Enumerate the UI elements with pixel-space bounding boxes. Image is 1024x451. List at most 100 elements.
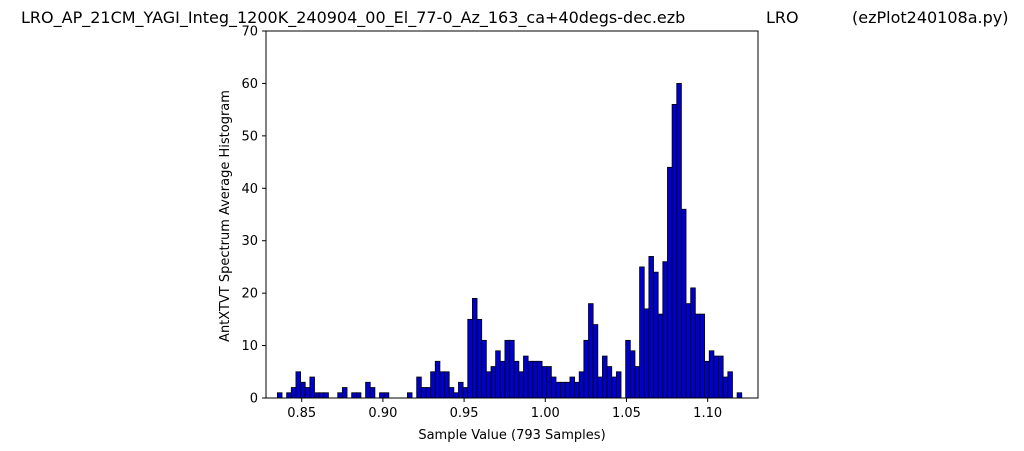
histogram-bar: [430, 371, 436, 399]
y-tick-label: 30: [241, 234, 258, 249]
histogram-bar: [467, 318, 473, 399]
histogram-bar: [662, 261, 668, 399]
histogram-bar: [657, 313, 664, 399]
histogram-bar: [602, 355, 608, 399]
histogram-bar: [588, 303, 594, 399]
x-tick-label: 0.95: [450, 406, 479, 421]
histogram-bar: [555, 381, 562, 399]
histogram-bar: [648, 256, 654, 399]
histogram-bar: [290, 387, 297, 399]
histogram-bar: [523, 355, 529, 399]
histogram-bar: [439, 371, 445, 399]
histogram-bar: [560, 381, 566, 399]
histogram-bar: [509, 339, 515, 399]
histogram-bar: [671, 104, 678, 399]
histogram-bar: [369, 387, 376, 399]
histogram-bar: [341, 387, 348, 399]
histogram-bar: [550, 376, 557, 399]
histogram-bar: [462, 387, 469, 399]
histogram-bar: [351, 392, 357, 399]
histogram-bar: [592, 324, 599, 399]
x-tick-label: 0.90: [368, 406, 397, 421]
histogram-bar: [546, 366, 552, 399]
histogram-bars: [276, 83, 743, 399]
y-tick-label: 60: [241, 77, 258, 92]
histogram-bar: [653, 271, 659, 399]
histogram-bar: [532, 360, 538, 399]
histogram-bar: [472, 297, 478, 399]
histogram-bar: [406, 392, 413, 399]
figure-filename: LRO_AP_21CM_YAGI_Integ_1200K_240904_00_E…: [21, 8, 686, 27]
x-tick-label: 1.10: [693, 406, 722, 421]
x-axis-label: Sample Value (793 Samples): [418, 428, 605, 443]
histogram-bar: [541, 366, 548, 399]
histogram-bar: [518, 371, 524, 399]
histogram-bar: [504, 339, 510, 399]
histogram-bar: [680, 208, 687, 399]
histogram-bar: [300, 381, 306, 399]
histogram-bar: [615, 371, 622, 399]
histogram-bar: [513, 360, 520, 399]
y-tick-label: 50: [241, 129, 258, 144]
figure-script-name: (ezPlot240108a.py): [852, 8, 1009, 27]
histogram-bar: [634, 366, 640, 399]
histogram-bar: [564, 381, 571, 399]
x-tick-label: 0.85: [287, 406, 316, 421]
histogram-bar: [736, 392, 743, 399]
histogram-bar: [499, 360, 506, 399]
figure-station: LRO: [766, 8, 799, 27]
histogram-bar: [578, 371, 585, 399]
histogram-bar: [690, 287, 696, 399]
histogram-bar: [639, 266, 645, 399]
y-axis-label: AntXTVT Spectrum Average Histogram: [218, 90, 233, 342]
histogram-bar: [713, 355, 719, 399]
histogram-bar: [490, 366, 497, 399]
histogram-bar: [383, 392, 390, 399]
histogram-bar: [448, 387, 455, 399]
histogram-bar: [434, 360, 441, 399]
histogram-bar: [704, 360, 710, 399]
histogram-bar: [309, 376, 315, 399]
histogram-bar: [458, 381, 464, 399]
histogram-bar: [453, 392, 459, 399]
y-axis: 0 10 20 30 40 50 60 70: [241, 25, 266, 407]
histogram-bar: [276, 392, 283, 399]
histogram-bar: [722, 376, 729, 399]
y-tick-label: 0: [250, 392, 258, 407]
y-tick-label: 10: [241, 339, 258, 354]
histogram-bar: [583, 339, 589, 399]
histogram-bar: [537, 360, 543, 399]
x-tick-label: 1.00: [531, 406, 560, 421]
histogram-bar: [323, 392, 329, 399]
histogram-bar: [708, 350, 715, 399]
histogram-bar: [485, 371, 492, 399]
histogram-bar: [481, 339, 487, 399]
histogram-bar: [355, 392, 362, 399]
histogram-bar: [699, 313, 706, 399]
histogram-bar: [685, 303, 692, 399]
histogram-bar: [495, 350, 501, 399]
histogram-bar: [318, 392, 325, 399]
histogram-bar: [416, 376, 422, 399]
y-tick-label: 70: [241, 25, 258, 40]
x-tick-label: 1.05: [612, 406, 641, 421]
histogram-bar: [314, 392, 320, 399]
histogram-bar: [625, 339, 631, 399]
histogram-bar: [694, 313, 701, 399]
histogram-bar: [295, 371, 301, 399]
histogram-bar: [444, 371, 450, 399]
histogram-bar: [606, 366, 613, 399]
histogram-bar: [676, 83, 682, 399]
histogram-bar: [527, 360, 534, 399]
histogram-bar: [574, 381, 580, 399]
histogram-bar: [643, 308, 650, 399]
histogram-bar: [365, 381, 371, 399]
histogram-bar: [629, 350, 636, 399]
histogram-bar: [304, 387, 311, 399]
histogram-bar: [476, 318, 483, 399]
histogram-bar: [597, 376, 603, 399]
histogram-bar: [569, 376, 575, 399]
histogram-bar: [337, 392, 343, 399]
histogram-bar: [727, 371, 733, 399]
